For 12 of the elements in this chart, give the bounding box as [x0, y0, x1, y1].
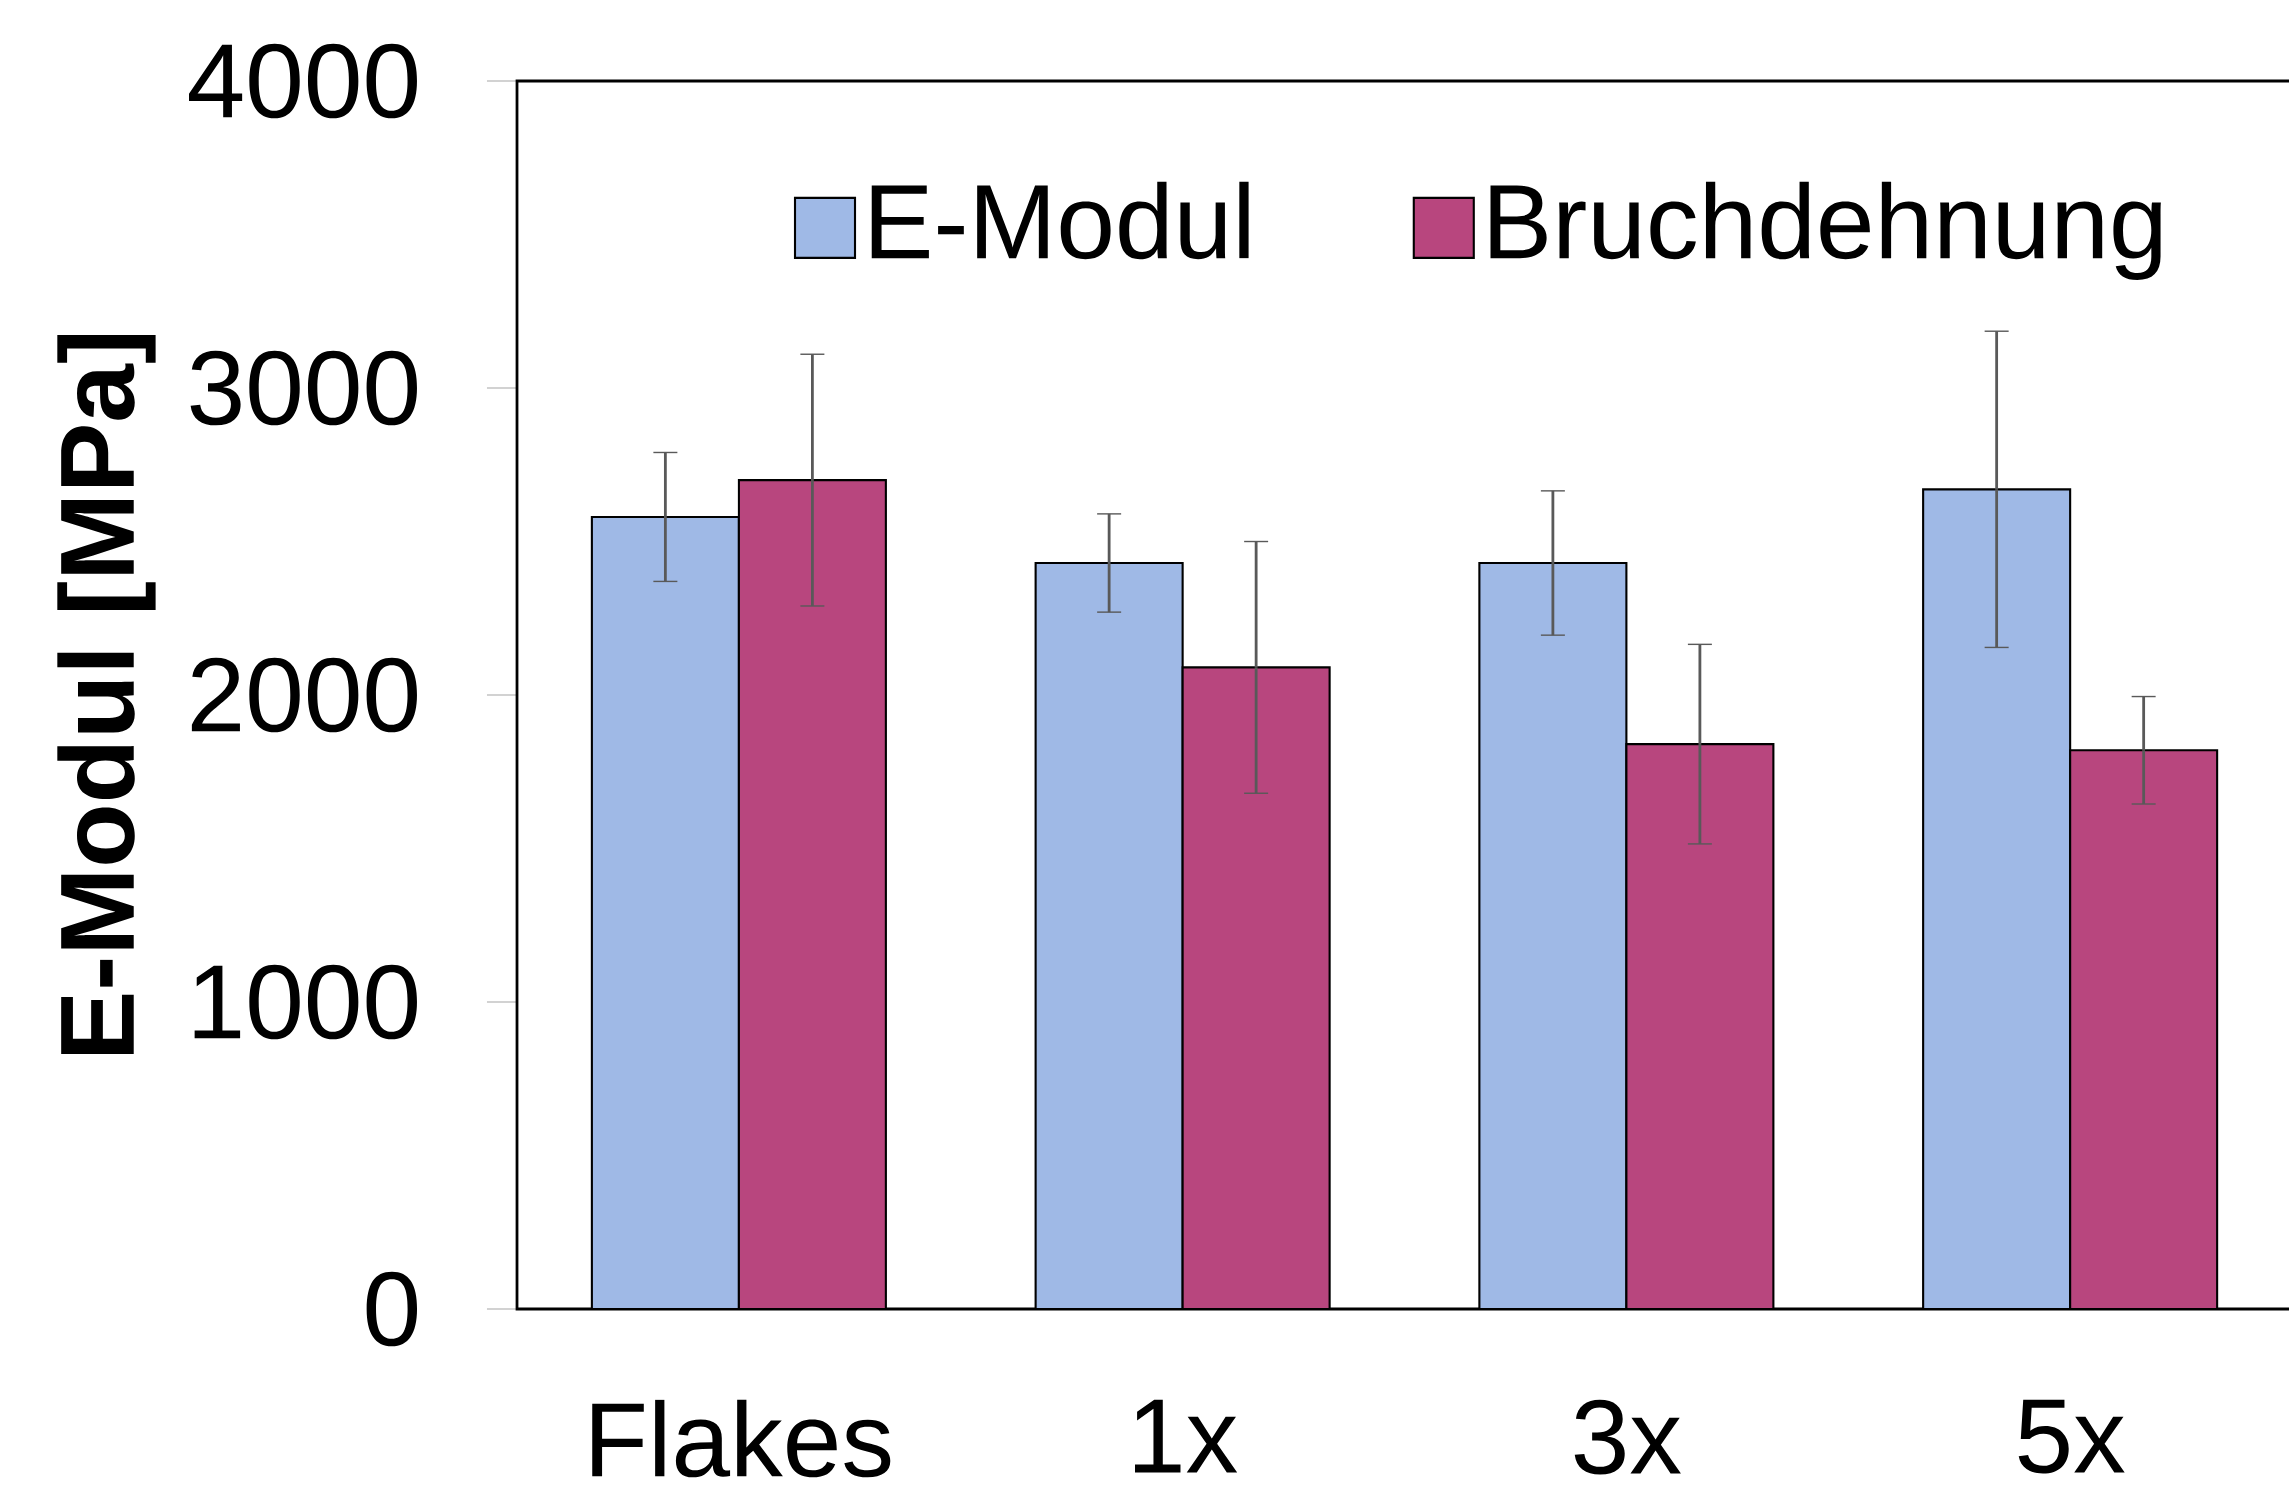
legend-label: E-Modul — [871, 181, 1249, 260]
y-tick-label: 2000 — [191, 657, 417, 733]
x-tick-label: Flakes — [592, 1399, 891, 1478]
legend-label: Bruchdehnung — [1490, 181, 2161, 281]
y-axis-title: E-Modul [MPa] — [57, 334, 156, 1055]
x-tick-label: 3x — [1574, 1399, 1681, 1475]
y-tick-label: 4000 — [189, 43, 417, 119]
x-tick-label: 5x — [2018, 1399, 2125, 1474]
y-tick-label: 1000 — [194, 964, 417, 1040]
x-tick-label: 1x — [1135, 1399, 1238, 1473]
y-tick-label: 0 — [366, 1271, 418, 1347]
y-tick-label: 3000 — [190, 350, 417, 426]
